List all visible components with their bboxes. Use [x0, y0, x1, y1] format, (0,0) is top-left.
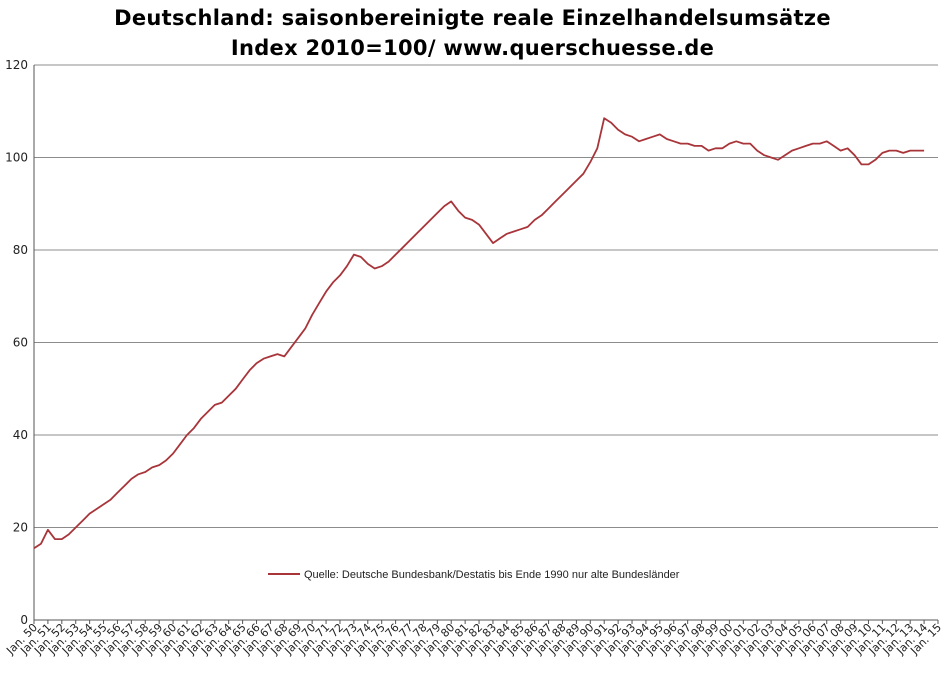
- y-axis-tick-labels: 0 20 40 60 80 100 120: [5, 58, 28, 627]
- chart-title: Deutschland: saisonbereinigte reale Einz…: [114, 6, 831, 30]
- y-tick-label: 20: [13, 521, 28, 535]
- legend: Quelle: Deutsche Bundesbank/Destatis bis…: [268, 569, 680, 581]
- series-line: [33, 117, 925, 550]
- y-tick-label: 0: [20, 613, 28, 627]
- y-tick-label: 120: [5, 58, 28, 72]
- gridlines: [34, 64, 938, 621]
- y-tick-label: 40: [13, 428, 28, 442]
- y-tick-label: 60: [13, 336, 28, 350]
- legend-label: Quelle: Deutsche Bundesbank/Destatis bis…: [304, 569, 680, 581]
- axes: [33, 65, 939, 624]
- chart-subtitle: Index 2010=100/ www.querschuesse.de: [230, 36, 715, 60]
- y-tick-label: 100: [5, 151, 28, 165]
- y-tick-label: 80: [13, 243, 28, 257]
- series-layer: [33, 117, 925, 550]
